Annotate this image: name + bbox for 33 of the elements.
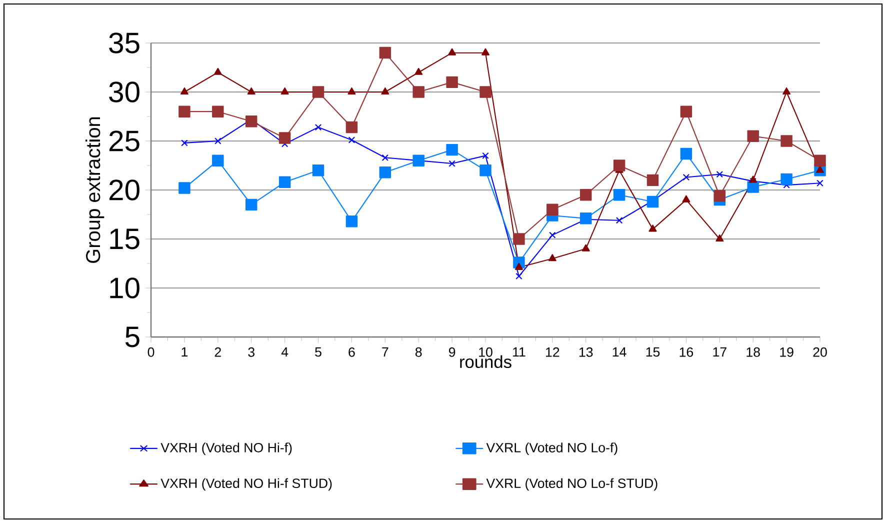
legend-label: VXRH (Voted NO Hi-f STUD) — [160, 478, 332, 491]
y-tick-label: 20 — [109, 180, 140, 200]
y-tick-label: 15 — [110, 228, 140, 250]
x-tick-label: 10 — [479, 347, 492, 357]
y-tick-label: 35 — [109, 32, 140, 54]
x-tick-label: 6 — [348, 347, 355, 357]
x-tick-label: 4 — [281, 347, 288, 357]
y-tick-label: 30 — [109, 82, 140, 102]
x-tick-label: 20 — [813, 347, 827, 357]
x-tick-label: 14 — [612, 347, 626, 357]
x-axis-title: rounds — [460, 355, 512, 368]
y-tick-label: 25 — [109, 130, 140, 152]
x-tick-label: 2 — [214, 347, 221, 357]
x-tick-label: 12 — [546, 347, 560, 357]
x-tick-label: 7 — [382, 347, 388, 357]
x-tick-label: 5 — [315, 347, 322, 357]
x-tick-label: 18 — [746, 347, 760, 357]
x-tick-label: 9 — [448, 347, 456, 357]
x-tick-label: 15 — [646, 347, 660, 357]
x-tick-label: 8 — [415, 347, 422, 357]
x-tick-label: 11 — [513, 347, 526, 357]
x-tick-label: 1 — [182, 347, 188, 357]
x-tick-label: 16 — [680, 347, 694, 357]
y-axis-title: Group extraction — [86, 117, 104, 263]
legend-label: VXRL (Voted NO Lo-f) — [486, 442, 618, 456]
x-tick-label: 17 — [713, 347, 726, 357]
x-tick-label: 3 — [248, 347, 254, 357]
x-tick-label: 19 — [780, 347, 794, 357]
legend-label: VXRL (Voted NO Lo-f STUD) — [486, 478, 658, 491]
x-tick-label: 13 — [579, 347, 593, 357]
x-tick-label: 0 — [148, 347, 154, 357]
y-tick-label: 10 — [110, 278, 140, 298]
legend-label: VXRH (Voted NO Hi-f) — [160, 442, 292, 456]
